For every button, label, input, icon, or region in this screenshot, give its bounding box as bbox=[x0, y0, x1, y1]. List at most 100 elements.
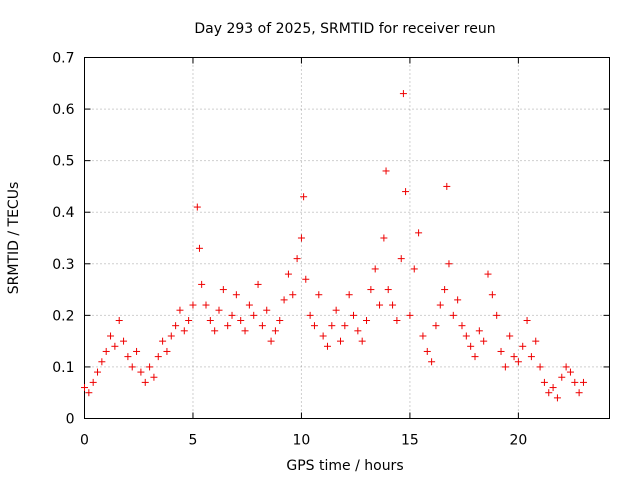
data-point bbox=[358, 337, 366, 345]
data-point bbox=[284, 270, 292, 278]
data-point bbox=[475, 327, 483, 335]
data-point bbox=[428, 358, 436, 366]
data-point bbox=[480, 337, 488, 345]
data-point bbox=[566, 368, 574, 376]
plot-frame bbox=[84, 57, 610, 419]
data-point bbox=[124, 353, 132, 361]
data-point bbox=[519, 342, 527, 350]
data-point bbox=[146, 363, 154, 371]
y-tick-label: 0 bbox=[66, 412, 75, 428]
data-point bbox=[297, 234, 305, 242]
data-point bbox=[501, 363, 509, 371]
data-point bbox=[389, 301, 397, 309]
data-point bbox=[180, 327, 188, 335]
y-tick-label: 0.3 bbox=[52, 257, 74, 273]
data-point bbox=[484, 270, 492, 278]
data-point bbox=[159, 337, 167, 345]
data-points bbox=[81, 90, 587, 402]
data-point bbox=[241, 327, 249, 335]
data-point bbox=[350, 311, 358, 319]
data-point bbox=[141, 378, 149, 386]
data-point bbox=[176, 306, 184, 314]
data-point bbox=[300, 193, 308, 201]
data-point bbox=[523, 317, 531, 325]
x-tick-label: 5 bbox=[189, 433, 198, 449]
data-point bbox=[488, 291, 496, 299]
y-tick-label: 0.1 bbox=[52, 360, 74, 376]
data-point bbox=[195, 244, 203, 252]
data-point bbox=[510, 353, 518, 361]
data-point bbox=[527, 353, 535, 361]
data-point bbox=[506, 332, 514, 340]
data-point bbox=[323, 342, 331, 350]
data-point bbox=[293, 255, 301, 263]
data-point bbox=[98, 358, 106, 366]
data-point bbox=[85, 389, 93, 397]
data-point bbox=[172, 322, 180, 330]
data-point bbox=[193, 203, 201, 211]
data-point bbox=[571, 378, 579, 386]
data-point bbox=[198, 280, 206, 288]
data-point bbox=[137, 368, 145, 376]
data-point bbox=[94, 368, 102, 376]
data-point bbox=[258, 322, 266, 330]
y-axis-label: SRMTID / TECUs bbox=[6, 182, 22, 295]
data-point bbox=[497, 347, 505, 355]
data-point bbox=[371, 265, 379, 273]
data-point bbox=[341, 322, 349, 330]
data-point bbox=[423, 347, 431, 355]
data-point bbox=[575, 389, 583, 397]
data-point bbox=[232, 291, 240, 299]
data-point bbox=[449, 311, 457, 319]
data-point bbox=[111, 342, 119, 350]
data-point bbox=[514, 358, 522, 366]
data-point bbox=[558, 373, 566, 381]
data-point bbox=[436, 301, 444, 309]
data-point bbox=[354, 327, 362, 335]
x-tick-label: 0 bbox=[80, 433, 89, 449]
data-point bbox=[120, 337, 128, 345]
data-point bbox=[393, 317, 401, 325]
data-point bbox=[376, 301, 384, 309]
data-point bbox=[163, 347, 171, 355]
x-axis-label: GPS time / hours bbox=[286, 458, 403, 474]
data-point bbox=[315, 291, 323, 299]
data-point bbox=[150, 373, 158, 381]
data-point bbox=[471, 353, 479, 361]
x-tick-label: 20 bbox=[509, 433, 527, 449]
data-point bbox=[462, 332, 470, 340]
y-tick-label: 0.5 bbox=[52, 154, 74, 170]
data-point bbox=[107, 332, 115, 340]
data-point bbox=[267, 337, 275, 345]
data-point bbox=[532, 337, 540, 345]
data-point bbox=[102, 347, 110, 355]
data-point bbox=[328, 322, 336, 330]
data-point bbox=[443, 182, 451, 190]
data-point bbox=[545, 389, 553, 397]
data-point bbox=[445, 260, 453, 268]
data-point bbox=[302, 275, 310, 283]
data-point bbox=[432, 322, 440, 330]
data-point bbox=[219, 286, 227, 294]
data-point bbox=[345, 291, 353, 299]
data-point bbox=[458, 322, 466, 330]
data-point bbox=[540, 378, 548, 386]
y-tick-label: 0.2 bbox=[52, 308, 74, 324]
data-point bbox=[336, 337, 344, 345]
data-point bbox=[441, 286, 449, 294]
data-point bbox=[211, 327, 219, 335]
data-point bbox=[154, 353, 162, 361]
data-point bbox=[332, 306, 340, 314]
data-point bbox=[185, 317, 193, 325]
data-point bbox=[224, 322, 232, 330]
data-point bbox=[245, 301, 253, 309]
data-point bbox=[406, 311, 414, 319]
data-point bbox=[206, 317, 214, 325]
data-point bbox=[467, 342, 475, 350]
data-point bbox=[81, 384, 88, 392]
data-point bbox=[237, 317, 245, 325]
data-point bbox=[280, 296, 288, 304]
y-tick-label: 0.4 bbox=[52, 205, 74, 221]
data-point bbox=[493, 311, 501, 319]
